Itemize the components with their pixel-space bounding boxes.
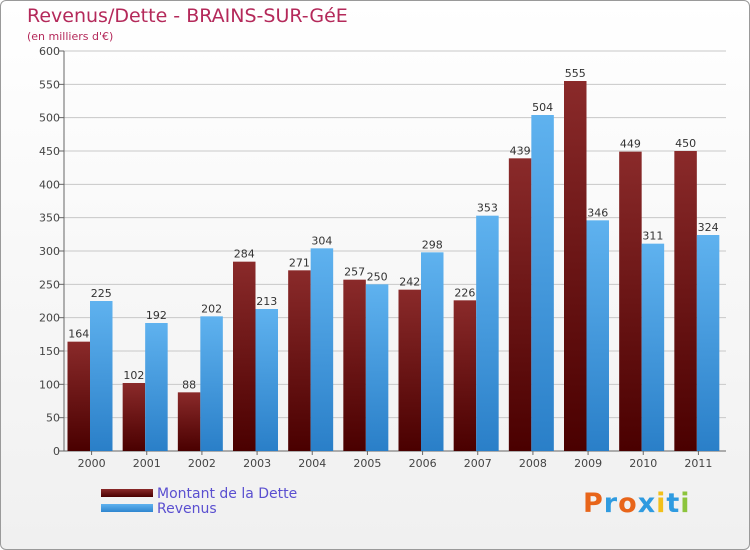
bar-debt [67, 341, 90, 451]
logo-letter: t [666, 488, 681, 519]
legend-swatch-revenue [101, 504, 153, 512]
x-tick-label: 2005 [353, 457, 381, 470]
data-label-debt: 88 [182, 378, 196, 391]
bar-revenue [586, 220, 609, 451]
y-tick-label: 100 [39, 378, 60, 391]
logo-letter: r [603, 488, 619, 519]
bar-revenue [255, 309, 278, 451]
y-tick-label: 300 [39, 245, 60, 258]
data-label-revenue: 250 [367, 270, 388, 283]
bar-debt [619, 151, 642, 451]
y-tick-label: 0 [53, 445, 60, 458]
x-tick-label: 2002 [188, 457, 216, 470]
data-label-debt: 271 [289, 256, 310, 269]
chart-subtitle: (en milliers d'€) [27, 30, 114, 43]
y-tick-label: 50 [46, 412, 60, 425]
data-label-revenue: 304 [311, 234, 332, 247]
data-label-debt: 226 [454, 286, 475, 299]
bar-revenue [200, 316, 223, 451]
bar-debt [288, 270, 311, 451]
data-label-revenue: 346 [587, 206, 608, 219]
data-label-debt: 102 [123, 369, 144, 382]
y-tick-label: 450 [39, 145, 60, 158]
logo-letter: i [680, 488, 691, 519]
logo-letter: i [656, 488, 667, 519]
data-label-debt: 284 [234, 248, 255, 261]
data-label-revenue: 202 [201, 302, 222, 315]
logo-letter: x [637, 488, 657, 519]
bar-revenue [641, 243, 665, 451]
legend-swatch-debt [101, 489, 153, 497]
x-tick-label: 2004 [298, 457, 326, 470]
grid-lines [64, 50, 726, 419]
x-tick-label: 2008 [519, 457, 547, 470]
bar-revenue [90, 301, 113, 451]
bar-revenue [365, 284, 389, 451]
y-tick-label: 600 [39, 45, 60, 58]
bar-revenue [531, 115, 554, 451]
data-label-revenue: 192 [146, 309, 167, 322]
labels: 0 50 100 150 200 250 300 350 400 450 500 550 600 2000… [39, 45, 719, 470]
bar-debt [453, 300, 477, 451]
data-label-debt: 449 [620, 138, 641, 151]
data-label-revenue: 311 [642, 230, 663, 243]
proxiti-logo: Proxiti [583, 488, 691, 519]
bar-debt [122, 383, 146, 451]
chart-title: Revenus/Dette - BRAINS-SUR-GéE [27, 5, 348, 27]
x-tick-label: 2010 [629, 457, 657, 470]
data-label-debt: 242 [399, 276, 420, 289]
y-tick-label: 400 [39, 178, 60, 191]
y-tick-label: 550 [39, 78, 60, 91]
x-tick-label: 2000 [78, 457, 106, 470]
bar-debt [343, 279, 366, 451]
x-tick-label: 2011 [684, 457, 712, 470]
x-tick-label: 2009 [574, 457, 602, 470]
data-label-debt: 439 [510, 144, 531, 157]
bar-revenue [476, 215, 499, 451]
bar-revenue [421, 252, 444, 451]
y-tick-label: 250 [39, 278, 60, 291]
data-label-debt: 164 [68, 328, 89, 341]
bars [67, 81, 720, 452]
x-tick-label: 2007 [464, 457, 492, 470]
data-label-revenue: 504 [532, 101, 553, 114]
data-label-revenue: 324 [698, 221, 719, 234]
x-tick-label: 2003 [243, 457, 271, 470]
axes [59, 50, 726, 455]
y-tick-label: 500 [39, 112, 60, 125]
data-label-revenue: 353 [477, 202, 498, 215]
bar-revenue [696, 235, 720, 451]
data-label-revenue: 213 [256, 295, 277, 308]
x-tick-label: 2006 [409, 457, 437, 470]
logo-letter: P [583, 488, 604, 519]
bar-revenue [145, 323, 168, 451]
y-tick-label: 350 [39, 212, 60, 225]
data-label-debt: 450 [675, 137, 696, 150]
bar-debt [398, 289, 421, 451]
y-tick-label: 200 [39, 312, 60, 325]
bar-revenue [310, 248, 334, 451]
legend-label-debt: Montant de la Dette [157, 486, 298, 502]
bar-debt [508, 158, 532, 452]
y-tick-label: 150 [39, 345, 60, 358]
bar-debt [674, 151, 697, 451]
data-label-revenue: 225 [91, 287, 112, 300]
logo-letter: o [618, 488, 638, 519]
bar-debt [564, 81, 587, 451]
bar-debt [177, 392, 201, 451]
data-label-debt: 257 [344, 266, 365, 279]
x-tick-label: 2001 [133, 457, 161, 470]
data-label-revenue: 298 [422, 238, 443, 251]
data-label-debt: 555 [565, 67, 586, 80]
bar-debt [233, 261, 256, 451]
legend-label-revenue: Revenus [157, 501, 217, 517]
